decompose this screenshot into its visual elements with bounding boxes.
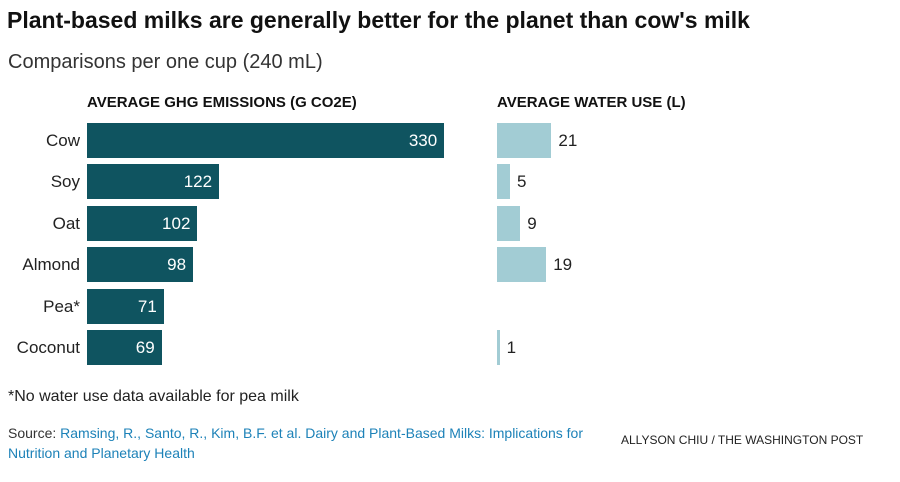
- ghg-value-soy: 122: [183, 172, 213, 192]
- water-value-oat: 9: [527, 213, 537, 233]
- category-label-cow: Cow: [45, 131, 80, 150]
- ghg-value-pea: 71: [137, 296, 157, 316]
- water-bar-cow: [497, 123, 552, 158]
- ghg-bar-almond: [87, 247, 194, 283]
- source-note: Source: Ramsing, R., Santo, R., Kim, B.F…: [8, 423, 618, 463]
- category-label-pea: Pea*: [43, 296, 80, 316]
- ghg-value-almond: 98: [167, 255, 187, 275]
- water-value-soy: 5: [516, 172, 527, 192]
- chart-title: Plant-based milks are generally better f…: [7, 7, 750, 33]
- category-label-coconut: Coconut: [16, 338, 80, 357]
- ghg-value-coconut: 69: [135, 338, 155, 357]
- ghg-bar-pea: [87, 288, 164, 324]
- water-bar-coconut: [497, 330, 500, 365]
- chart-subtitle: Comparisons per one cup (240 mL): [8, 51, 323, 73]
- water-bar-oat: [497, 205, 521, 241]
- ghg-bar-coconut: [87, 330, 162, 365]
- category-label-soy: Soy: [50, 172, 80, 192]
- ghg-panel-title: AVERAGE GHG EMISSIONS (G CO2E): [87, 94, 357, 111]
- water-value-cow: 21: [558, 131, 578, 150]
- category-label-almond: Almond: [22, 255, 80, 275]
- ghg-value-oat: 102: [162, 213, 191, 233]
- source-link[interactable]: Ramsing, R., Santo, R., Kim, B.F. et al.…: [8, 425, 583, 461]
- ghg-bar-oat: [87, 205, 198, 241]
- water-panel-title: AVERAGE WATER USE (L): [497, 94, 686, 111]
- ghg-bar-cow: [87, 123, 445, 158]
- category-label-oat: Oat: [52, 213, 80, 233]
- water-bar-soy: [497, 164, 510, 200]
- footnote: *No water use data available for pea mil…: [8, 388, 299, 405]
- water-value-almond: 19: [553, 255, 573, 275]
- credit-line: ALLYSON CHIU / THE WASHINGTON POST: [621, 433, 864, 447]
- ghg-value-cow: 330: [408, 131, 438, 150]
- water-value-coconut: 1: [506, 338, 517, 357]
- ghg-bar-soy: [87, 164, 220, 200]
- water-bar-almond: [497, 247, 547, 283]
- source-label: Source:: [8, 425, 57, 441]
